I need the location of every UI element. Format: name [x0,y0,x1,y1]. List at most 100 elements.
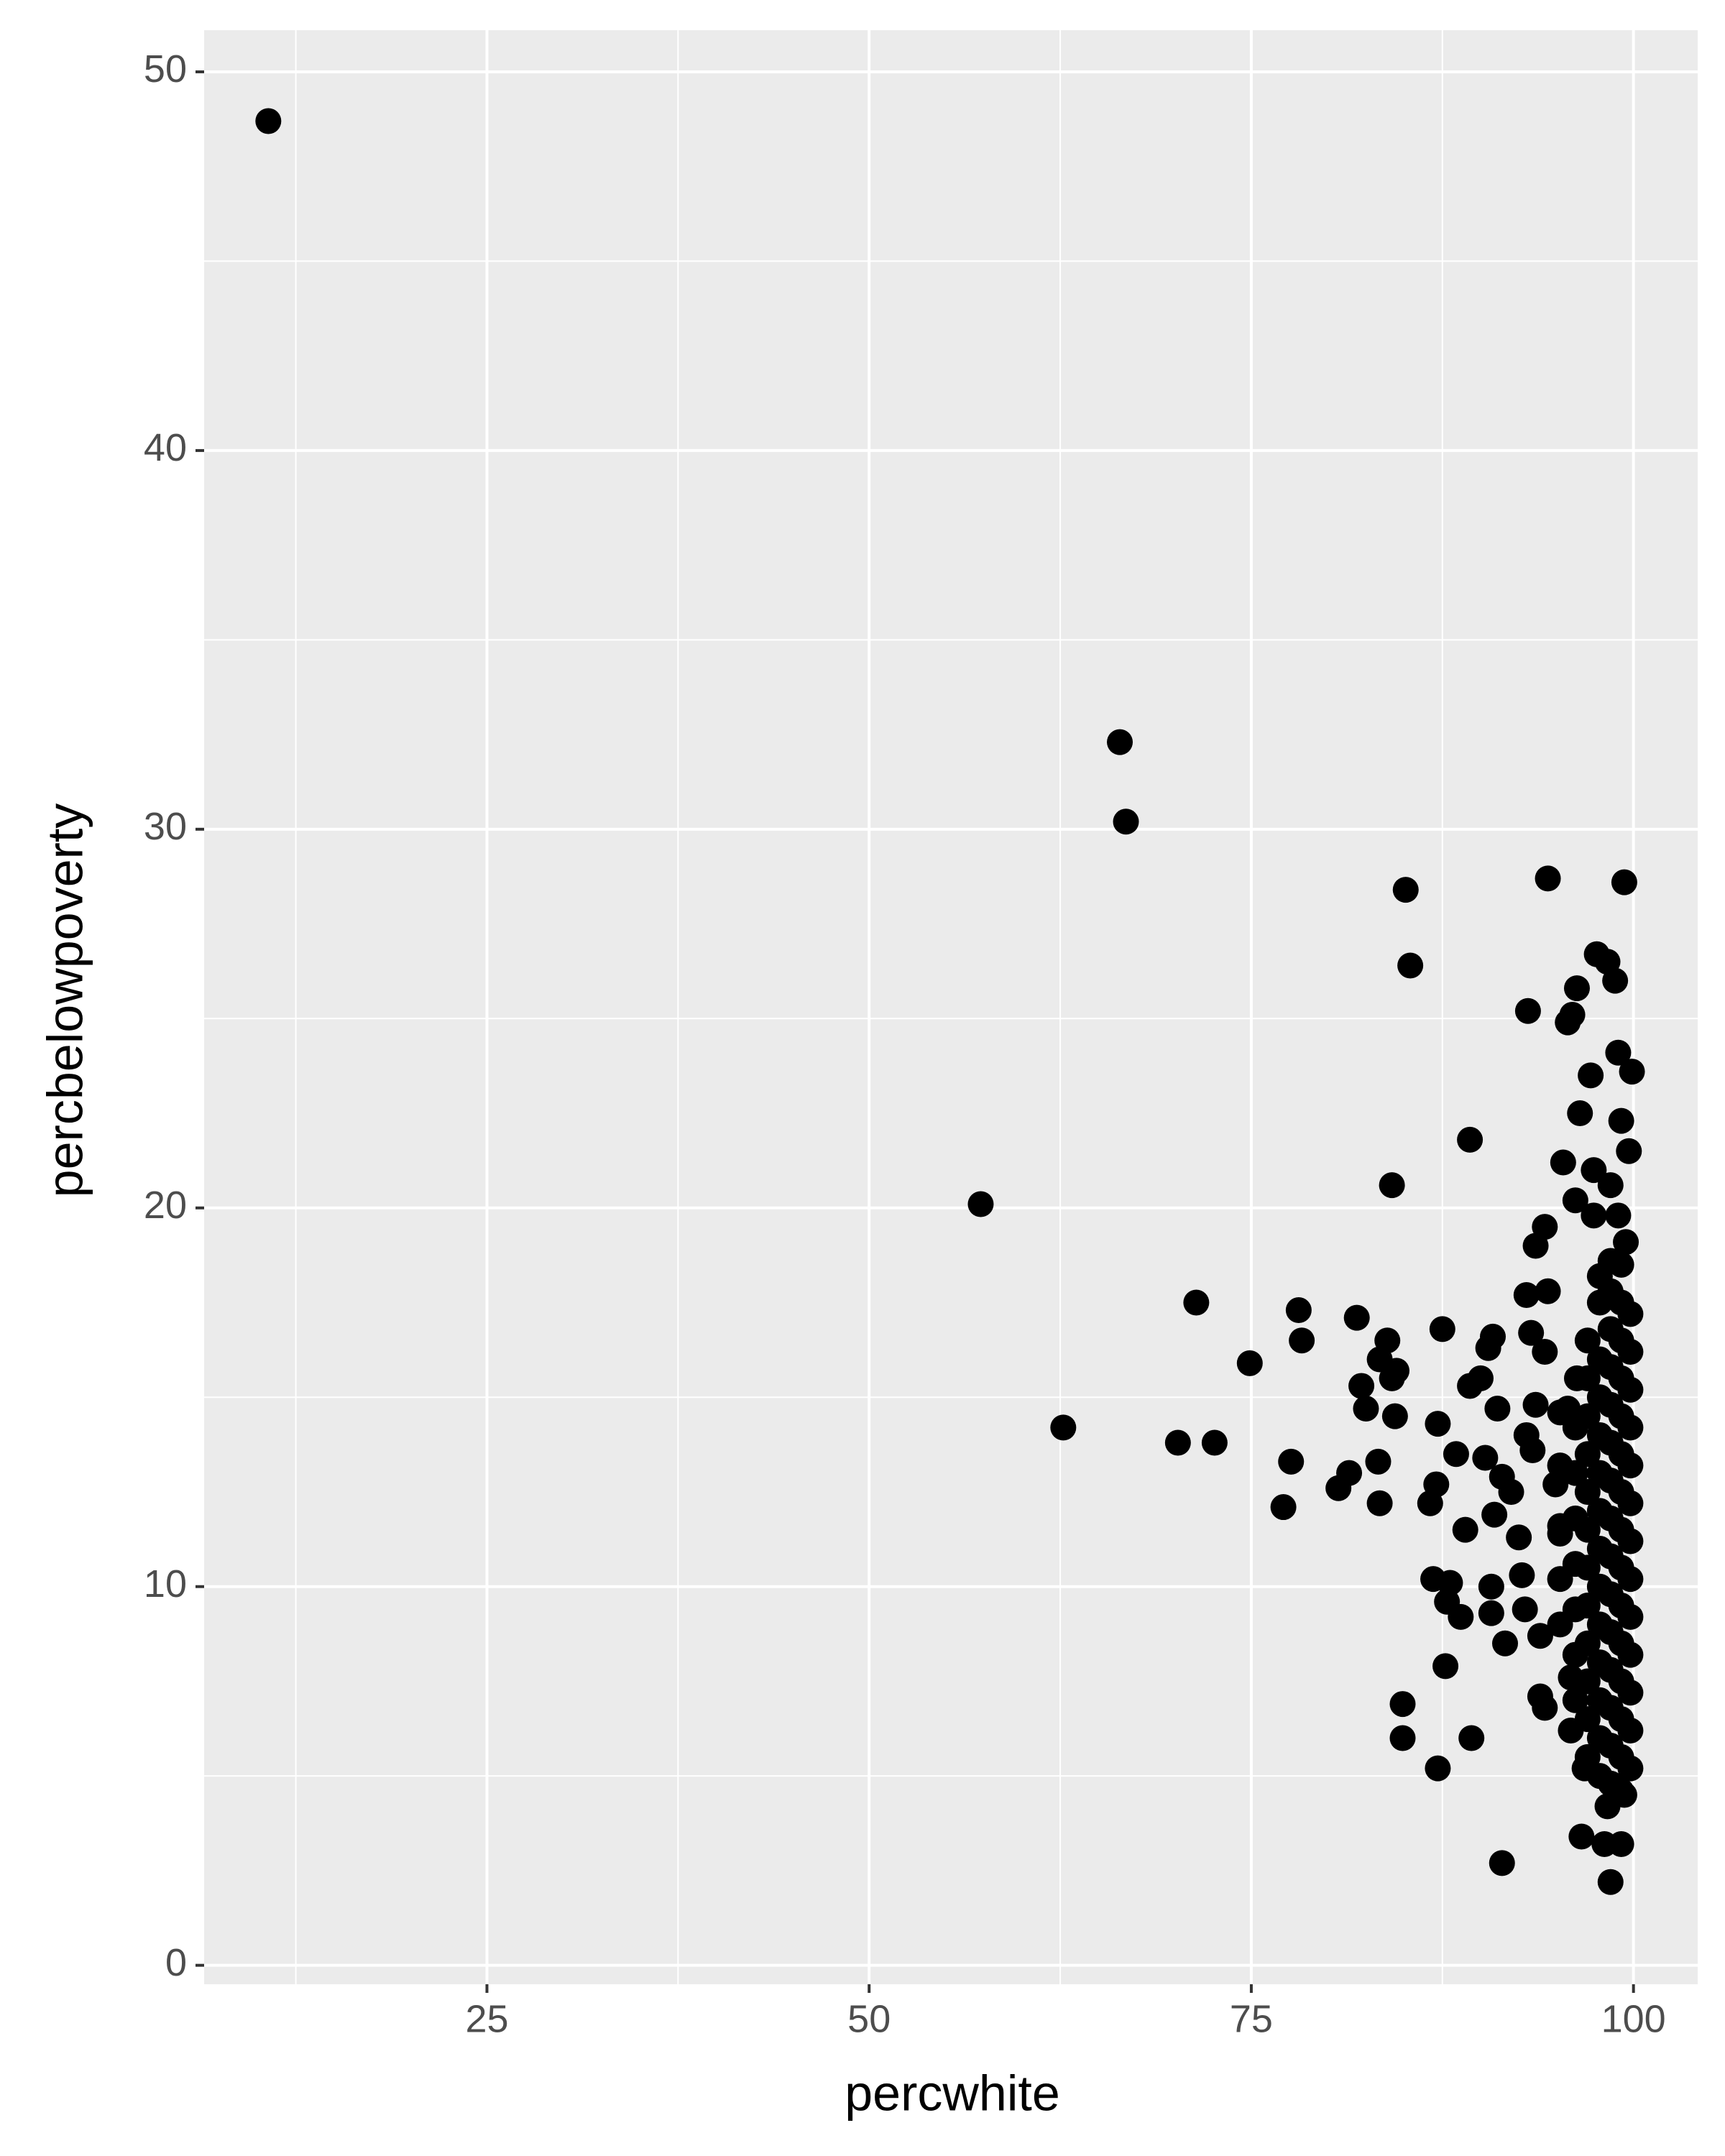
point [1478,1573,1504,1600]
y-tick-label: 40 [144,426,187,469]
point [1472,1445,1499,1471]
panel [204,30,1698,1984]
point [1617,1641,1644,1668]
point [1562,1687,1588,1713]
point [1489,1850,1515,1876]
point [1236,1350,1263,1376]
point [1613,1229,1639,1256]
point [1617,1603,1644,1630]
point [1574,1441,1601,1468]
point [1608,1778,1634,1805]
point [1574,1327,1601,1354]
point [1448,1603,1474,1630]
point [1518,1319,1545,1346]
x-axis-title: percwhite [845,2065,1060,2121]
point [1617,1566,1644,1593]
point [1467,1365,1494,1391]
point [1498,1478,1524,1505]
point [1107,729,1133,755]
point [1567,1100,1593,1127]
point [1617,1717,1644,1743]
point [1597,1869,1624,1895]
point [1619,1059,1645,1085]
y-tick-label: 30 [144,805,187,848]
point [1478,1600,1504,1626]
point [1484,1396,1511,1422]
point [1429,1316,1455,1342]
point [1383,1358,1409,1384]
y-axis-title: percbelowpoverty [37,803,93,1198]
point [1513,1281,1540,1308]
point [1374,1327,1401,1354]
y-tick-label: 0 [165,1941,187,1984]
point [1535,1278,1561,1304]
point [1519,1437,1546,1464]
point [1559,1002,1586,1028]
y-tick-label: 50 [144,47,187,91]
point [1285,1297,1312,1324]
point [1617,1414,1644,1441]
point [1574,1365,1601,1391]
point [967,1191,994,1217]
point [1602,967,1629,994]
point [1397,952,1424,979]
point [1578,1062,1604,1089]
point [1437,1570,1463,1596]
point [1113,808,1139,835]
point [1452,1516,1478,1543]
point [1365,1448,1392,1475]
point [1348,1373,1375,1399]
point [1617,1490,1644,1516]
point [1479,1323,1506,1350]
point [1581,1202,1607,1229]
point [255,108,282,134]
point [1608,1251,1634,1278]
point [1617,1452,1644,1479]
point [1617,1528,1644,1554]
point [1278,1448,1305,1475]
y-tick-label: 20 [144,1184,187,1227]
point [1550,1149,1576,1176]
x-tick-label: 50 [847,1997,891,2040]
point [1608,1107,1634,1134]
point [1611,869,1637,895]
point [1547,1611,1573,1638]
point [1547,1399,1573,1426]
point [1425,1411,1451,1437]
point [1458,1725,1485,1751]
point [1509,1562,1535,1588]
point [1201,1429,1228,1456]
point [1547,1452,1573,1479]
point [1270,1494,1297,1521]
point [1616,1138,1642,1164]
point [1481,1501,1508,1528]
point [1574,1478,1601,1505]
point [1522,1391,1549,1418]
point [1514,998,1541,1024]
point [1432,1653,1459,1680]
point [1389,1691,1416,1718]
point [1597,1172,1624,1199]
point [1336,1460,1363,1486]
point [1608,1831,1634,1858]
point [1353,1396,1379,1422]
point [1568,1823,1595,1850]
point [1547,1566,1573,1593]
point [1574,1706,1601,1733]
point [1366,1490,1393,1516]
point [1289,1327,1315,1354]
point [1425,1755,1451,1782]
point [1506,1524,1532,1551]
point [1563,975,1590,1002]
point [1389,1725,1416,1751]
point [1492,1630,1519,1657]
point [1562,1187,1588,1214]
y-tick-label: 10 [144,1562,187,1606]
point [1443,1441,1469,1468]
point [1605,1202,1632,1229]
point [1532,1339,1558,1365]
point [1381,1403,1408,1429]
point [1617,1301,1644,1327]
point [1617,1376,1644,1403]
